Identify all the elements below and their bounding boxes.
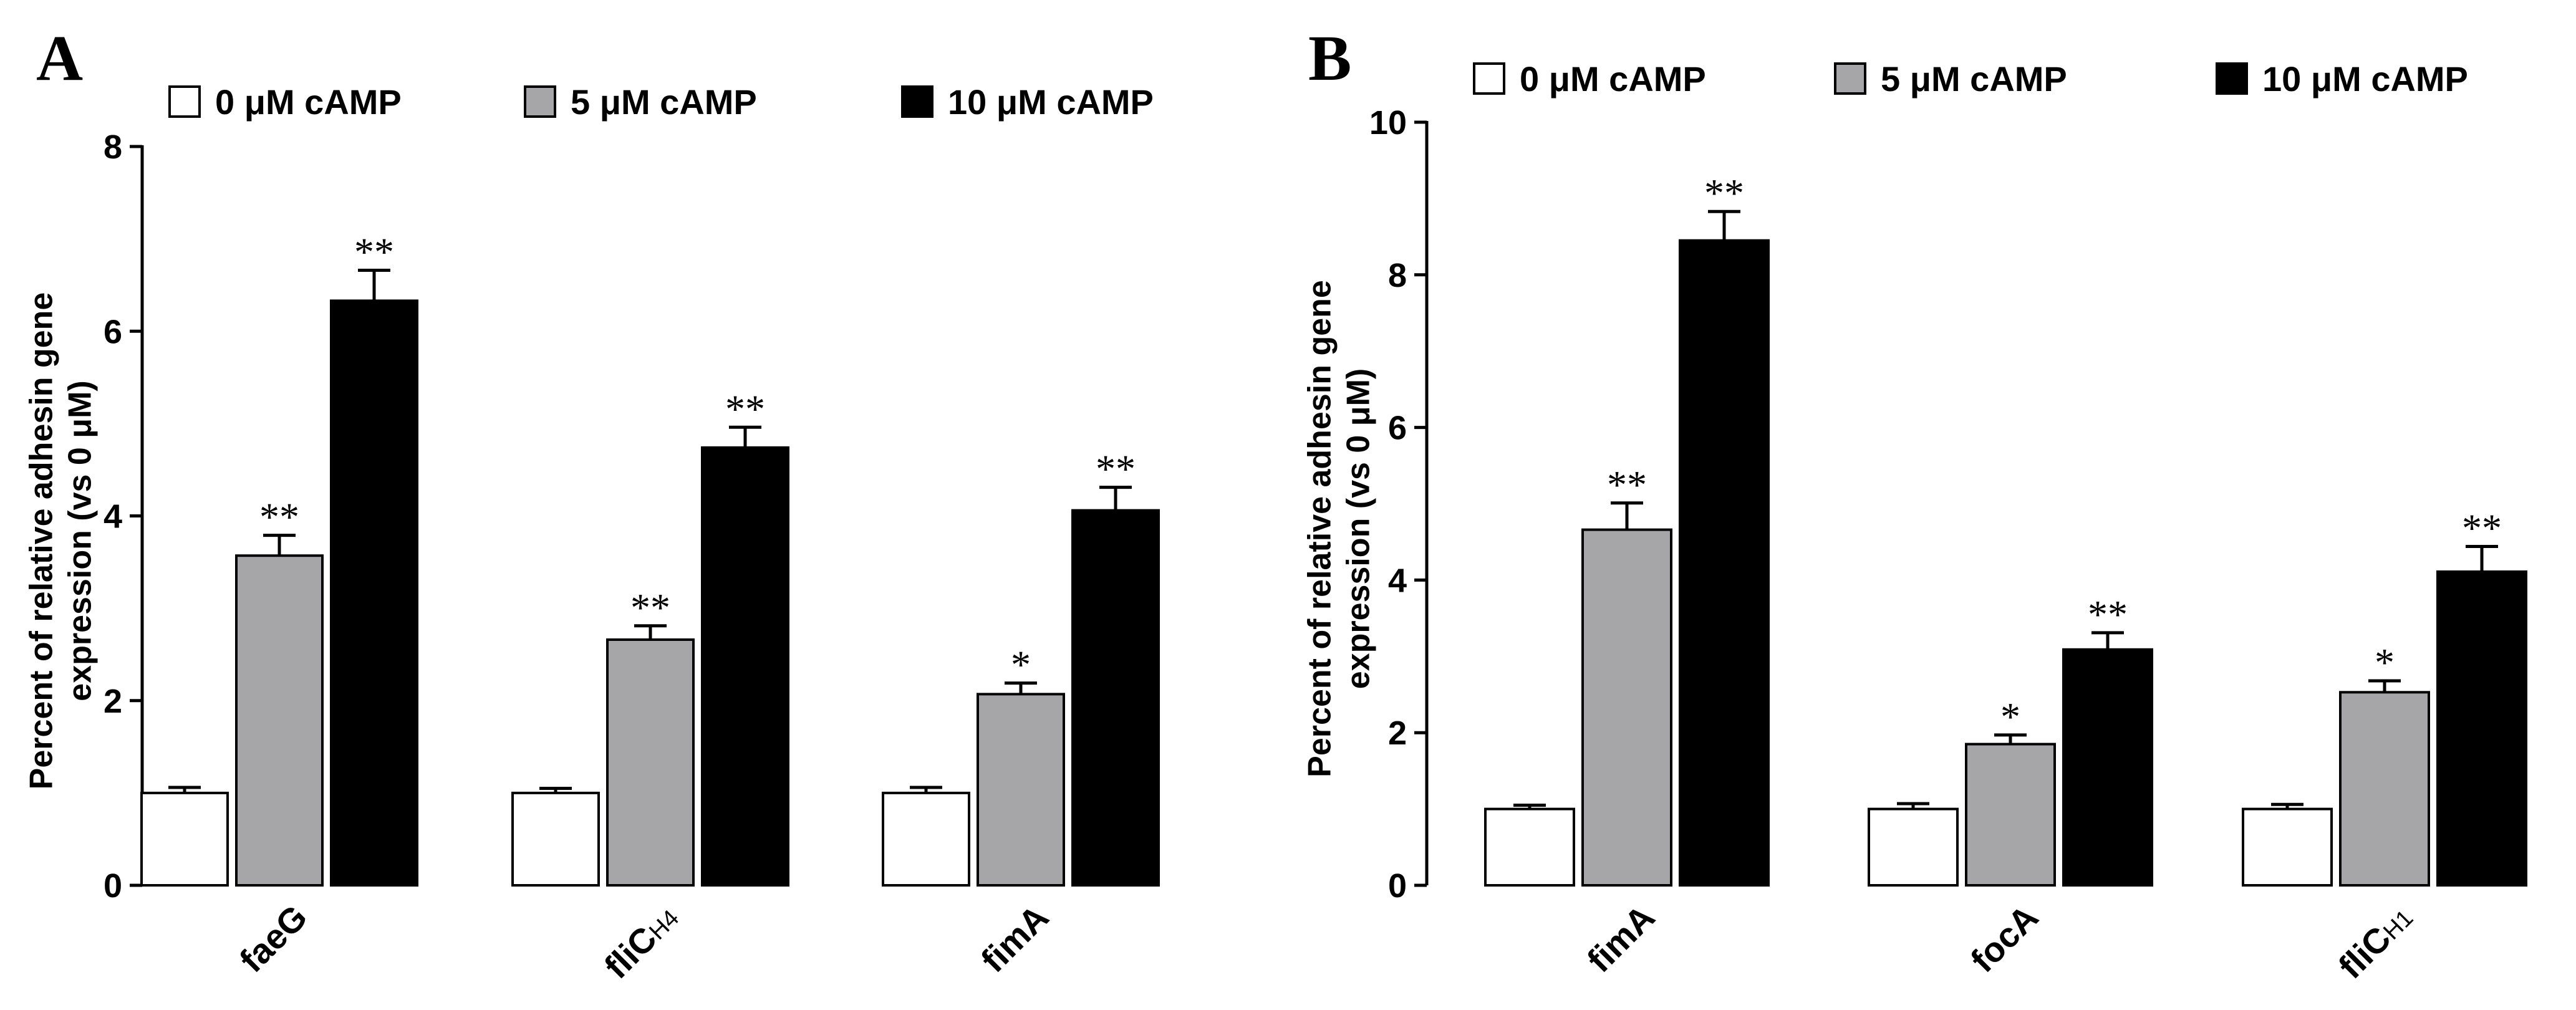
panel-label: A <box>36 22 83 94</box>
bar <box>2242 807 2333 887</box>
y-axis-title-line1: Percent of relative adhesin gene <box>24 292 60 790</box>
significance-mark: ** <box>2462 506 2502 551</box>
bar <box>977 693 1065 887</box>
legend-swatch <box>524 85 556 118</box>
legend-label: 10 μM cAMP <box>2262 59 2468 99</box>
bar <box>2062 648 2153 887</box>
bar <box>330 299 418 887</box>
x-tick-label-main: faeG <box>232 897 315 980</box>
legend-swatch <box>1834 62 1866 95</box>
bar <box>511 791 600 887</box>
legend-label: 0 μM cAMP <box>1520 59 1706 99</box>
legend-swatch <box>1473 62 1505 95</box>
significance-mark: ** <box>1704 171 1744 215</box>
x-tick-label: fimA <box>1580 897 1662 980</box>
legend-swatch <box>901 85 933 118</box>
y-tick-label: 8 <box>1388 257 1407 294</box>
y-tick-label: 8 <box>104 128 122 166</box>
y-tick-label: 0 <box>104 867 122 905</box>
y-tick-label: 2 <box>104 683 122 720</box>
y-tick-label: 4 <box>1388 562 1407 599</box>
panel-b: B 0 μM cAMP 5 μM cAMP 10 μM cAMP 0 2 4 6 8 10 Perc… <box>1302 22 2527 986</box>
y-axis-title-line1: Percent of relative adhesin gene <box>1302 280 1338 777</box>
legend-label: 5 μM cAMP <box>571 82 757 122</box>
y-tick-label: 10 <box>1369 104 1407 142</box>
y-tick-label: 6 <box>104 313 122 350</box>
x-tick-label: fliCH4 <box>597 897 686 986</box>
x-tick-label: focA <box>1963 897 2046 980</box>
bar <box>1965 743 2056 887</box>
bar <box>140 791 229 887</box>
significance-mark: * <box>2000 695 2020 739</box>
x-tick-label: faeG <box>232 897 315 980</box>
bar <box>1484 807 1575 887</box>
legend-label: 10 μM cAMP <box>948 82 1154 122</box>
significance-mark: ** <box>630 585 670 630</box>
significance-mark: ** <box>725 387 765 431</box>
significance-mark: * <box>1011 643 1031 687</box>
significance-mark: ** <box>1607 463 1647 507</box>
significance-mark: * <box>2375 640 2395 685</box>
y-tick-label: 0 <box>1388 867 1407 905</box>
legend-swatch <box>2216 62 2248 95</box>
significance-mark: ** <box>2088 592 2128 637</box>
bar <box>1071 509 1160 887</box>
x-tick-label-main: fimA <box>1580 897 1662 980</box>
significance-mark: ** <box>354 229 394 274</box>
legend-label: 5 μM cAMP <box>1881 59 2067 99</box>
legend-label: 0 μM cAMP <box>215 82 402 122</box>
x-tick-label: fliCH1 <box>2331 897 2420 986</box>
x-tick-label: fimA <box>973 897 1056 980</box>
y-tick-label: 6 <box>1388 410 1407 447</box>
bar <box>1679 239 1770 887</box>
bar <box>882 791 970 887</box>
bar <box>2339 691 2430 887</box>
x-tick-label-main: fimA <box>973 897 1056 980</box>
x-tick-label-main: focA <box>1963 897 2046 980</box>
significance-mark: ** <box>1096 447 1136 491</box>
y-tick-label: 2 <box>1388 714 1407 752</box>
bar <box>2436 570 2527 887</box>
legend-swatch <box>168 85 201 118</box>
significance-mark: ** <box>259 495 299 539</box>
y-axis-title-line2: expression (vs 0 μM) <box>62 380 99 701</box>
bar <box>1868 807 1959 887</box>
bar <box>1581 528 1672 887</box>
bar <box>606 638 695 887</box>
y-tick-label: 4 <box>104 498 122 536</box>
panel-label: B <box>1308 22 1351 94</box>
bar <box>235 554 324 887</box>
y-axis-title-line2: expression (vs 0 μM) <box>1341 368 1377 689</box>
panel-a: A 0 μM cAMP 5 μM cAMP 10 μM cAMP 0 2 4 6 8 Percen… <box>24 22 1160 986</box>
bar <box>701 446 789 887</box>
